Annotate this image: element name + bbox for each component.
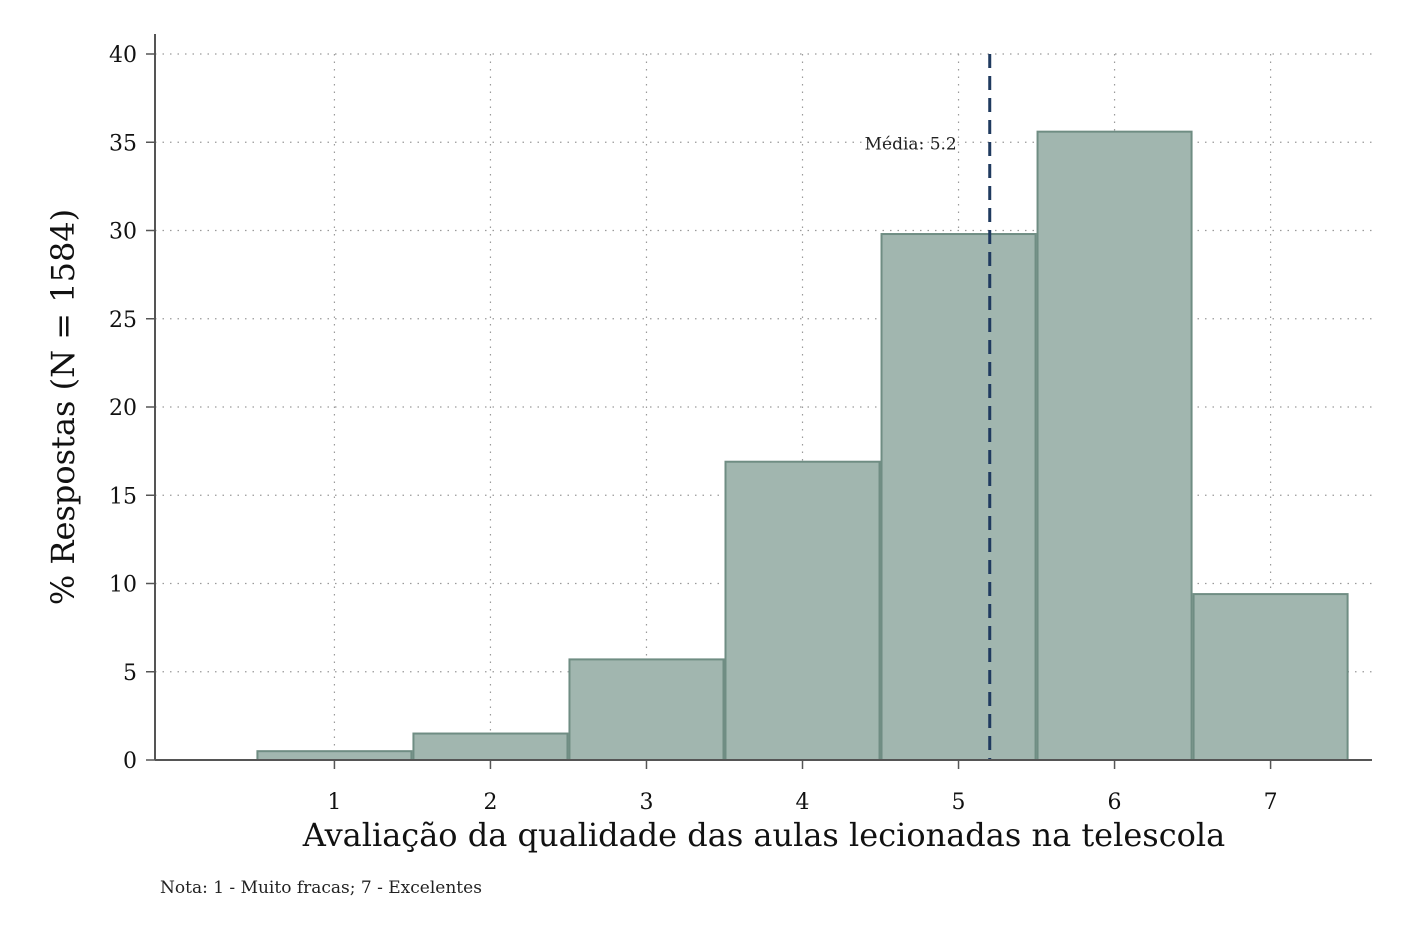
y-axis-title: % Respostas (N = 1584): [44, 209, 82, 605]
x-axis-title: Avaliação da qualidade das aulas leciona…: [302, 816, 1225, 854]
bar-6: [1036, 130, 1193, 762]
y-tick-label: 25: [109, 308, 137, 333]
x-tick-label: 7: [1264, 790, 1278, 815]
y-tick-label: 30: [109, 220, 137, 245]
y-tick-label: 35: [109, 131, 137, 156]
y-tick-label: 15: [109, 484, 137, 509]
y-tick-label: 10: [109, 573, 137, 598]
y-tick-label: 0: [123, 749, 137, 774]
y-tick-label: 20: [109, 396, 137, 421]
bar-3: [568, 658, 725, 762]
bar-5: [880, 233, 1037, 761]
axes-layer: [154, 34, 1372, 761]
x-tick-label: 2: [483, 790, 497, 815]
y-tick-label: 40: [109, 43, 137, 68]
bar-1: [256, 750, 413, 761]
x-tick-label: 4: [796, 790, 810, 815]
x-tick-label: 1: [327, 790, 341, 815]
y-tick-label: 5: [123, 661, 137, 686]
mean-layer: Média: 5.2: [865, 54, 992, 760]
mean-label: Média: 5.2: [865, 134, 957, 154]
footnote: Nota: 1 - Muito fracas; 7 - Excelentes: [160, 878, 482, 898]
x-tick-label: 5: [952, 790, 966, 815]
bars-layer: [256, 130, 1349, 762]
bar-7: [1192, 593, 1349, 762]
ticks-layer: 0 5 10 15 20 25 30 35 40 1 2 3 4 5 6 7: [109, 43, 1278, 815]
bar-2: [412, 732, 569, 762]
bar-4: [724, 460, 881, 761]
x-tick-label: 6: [1108, 790, 1122, 815]
x-tick-label: 3: [639, 790, 653, 815]
